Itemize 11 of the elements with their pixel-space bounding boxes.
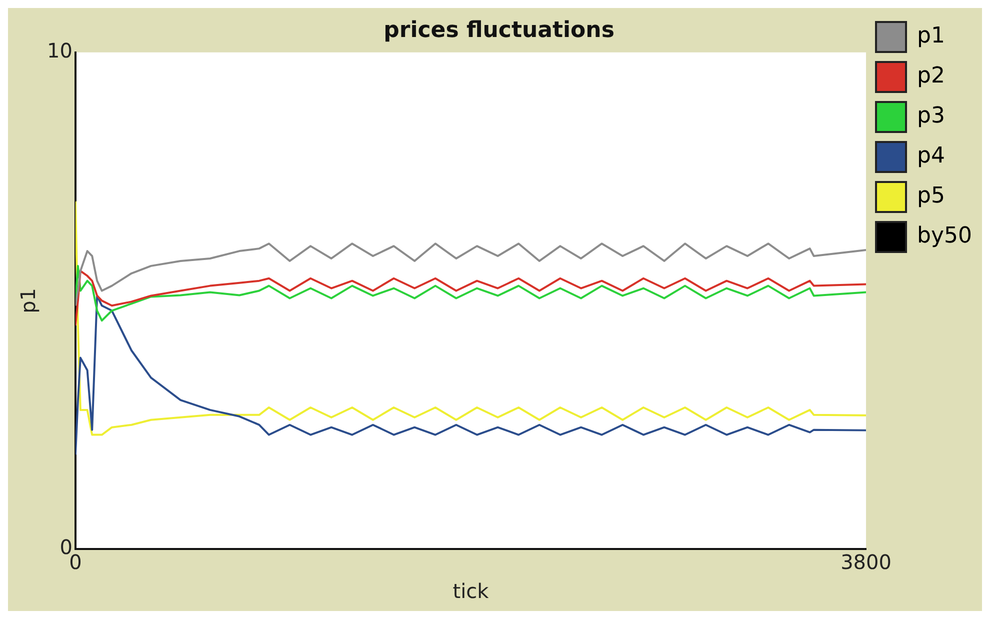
legend-label: p5 [917,184,945,209]
legend-label: p4 [917,144,945,169]
legend-label: by50 [917,224,972,249]
legend-label: p1 [917,24,945,49]
x-tick-label: 3800 [840,550,892,574]
chart-title: prices fluctuations [384,18,614,43]
y-axis-title: p1 [16,288,40,314]
y-tick-label: 10 [46,38,72,63]
x-axis-title: tick [452,579,490,604]
legend-label: p3 [917,104,945,129]
legend-label: p2 [917,64,945,89]
